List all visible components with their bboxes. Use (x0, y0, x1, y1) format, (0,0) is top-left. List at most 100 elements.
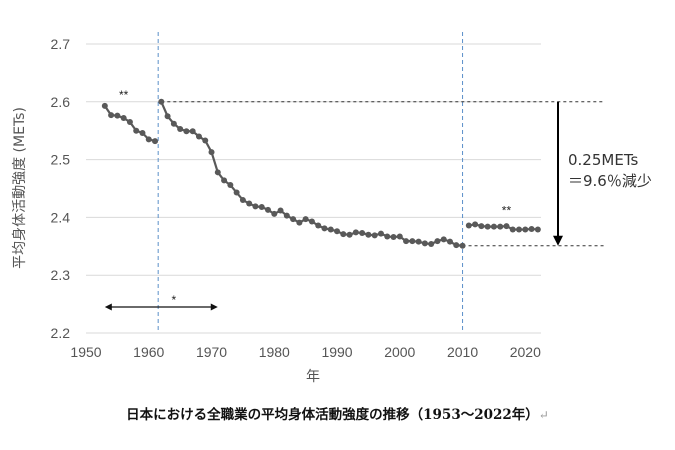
return-mark: ↵ (538, 408, 549, 422)
data-point (346, 231, 353, 238)
data-point (202, 137, 209, 144)
data-point (246, 200, 253, 207)
data-point (440, 236, 447, 243)
data-point (509, 226, 516, 233)
data-point (497, 223, 504, 230)
annotations: ***** (119, 88, 511, 307)
data-point (334, 228, 341, 235)
data-point (465, 222, 472, 229)
data-series (101, 98, 541, 249)
y-tick-label: 2.2 (51, 325, 71, 341)
data-point (233, 189, 240, 196)
reference-lines (161, 101, 604, 247)
data-point (396, 233, 403, 240)
caption-text: 日本における全職業の平均身体活動強度の推移（1953～2022年） (126, 407, 539, 423)
data-point (352, 229, 359, 236)
data-point (258, 203, 265, 210)
x-tick-label: 2010 (447, 344, 478, 360)
data-point (327, 226, 334, 233)
data-point (290, 216, 297, 223)
range-arrow-head-right (210, 303, 218, 311)
data-point (459, 242, 466, 249)
data-point (283, 212, 290, 219)
change-arrow-head (553, 235, 563, 246)
x-tick-label: 2000 (384, 344, 415, 360)
data-point (516, 226, 523, 233)
range-arrow-head-left (104, 303, 112, 311)
data-point (390, 234, 397, 241)
y-axis-ticks: 2.2 2.3 2.4 2.5 2.6 2.7 (51, 36, 71, 341)
data-point (152, 138, 159, 145)
change-arrow: 0.25METs ＝9.6％減少 (553, 101, 652, 246)
data-point (239, 197, 246, 204)
range-arrow (104, 303, 218, 311)
data-point (428, 240, 435, 247)
data-point (126, 119, 133, 126)
data-point (447, 238, 453, 245)
data-point (434, 238, 441, 245)
data-point (421, 240, 428, 247)
data-point (227, 182, 234, 189)
data-point (101, 102, 108, 109)
data-point (158, 98, 165, 105)
data-point (490, 223, 497, 230)
x-tick-label: 1970 (196, 344, 227, 360)
significance-mark: * (172, 293, 177, 307)
x-tick-label: 1980 (259, 344, 290, 360)
data-point (340, 231, 347, 238)
y-tick-label: 2.6 (51, 94, 71, 110)
data-point (484, 223, 491, 230)
data-point (252, 203, 259, 210)
y-tick-label: 2.7 (51, 36, 71, 52)
significance-mark: ** (119, 88, 129, 102)
data-point (365, 231, 372, 238)
significance-mark: ** (502, 204, 512, 218)
data-point (208, 149, 215, 156)
data-point (164, 113, 171, 120)
data-point (221, 177, 228, 184)
gridlines (86, 43, 541, 334)
data-point (534, 226, 541, 233)
data-point (415, 238, 422, 245)
data-point (453, 242, 460, 249)
change-label: ＝9.6％減少 (568, 172, 652, 190)
data-point (522, 226, 529, 233)
data-point (359, 230, 366, 237)
figure-caption: 日本における全職業の平均身体活動強度の推移（1953～2022年）↵ (0, 403, 675, 423)
data-point (214, 169, 221, 176)
data-point (177, 125, 184, 132)
data-point (114, 112, 121, 119)
x-axis-title: 年 (306, 369, 320, 385)
y-tick-label: 2.5 (51, 152, 71, 168)
data-point (170, 120, 177, 127)
data-point (195, 133, 202, 140)
data-point (139, 130, 146, 137)
x-tick-label: 1960 (133, 344, 164, 360)
data-point (315, 222, 322, 229)
data-point (120, 114, 127, 121)
data-point (189, 128, 196, 135)
data-point (503, 223, 510, 230)
y-tick-label: 2.3 (51, 267, 71, 283)
x-axis-ticks: 1950 1960 1970 1980 1990 2000 2010 2020 (70, 344, 541, 360)
data-point (384, 233, 391, 240)
data-point (377, 230, 384, 237)
x-tick-label: 1990 (321, 344, 352, 360)
data-point (302, 216, 309, 223)
data-point (308, 218, 315, 225)
x-tick-label: 1950 (70, 344, 101, 360)
data-point (528, 225, 535, 232)
data-point (472, 221, 479, 228)
y-axis-title: 平均身体活動強度 (METs) (12, 107, 28, 269)
data-point (133, 127, 140, 134)
data-point (321, 225, 328, 232)
data-point (371, 232, 378, 239)
data-point (409, 238, 416, 245)
period-dividers (157, 32, 464, 333)
data-point (403, 238, 410, 245)
change-label: 0.25METs (568, 151, 638, 169)
data-point (478, 223, 485, 230)
x-tick-label: 2020 (510, 344, 541, 360)
data-point (108, 112, 115, 119)
data-point (271, 210, 278, 217)
